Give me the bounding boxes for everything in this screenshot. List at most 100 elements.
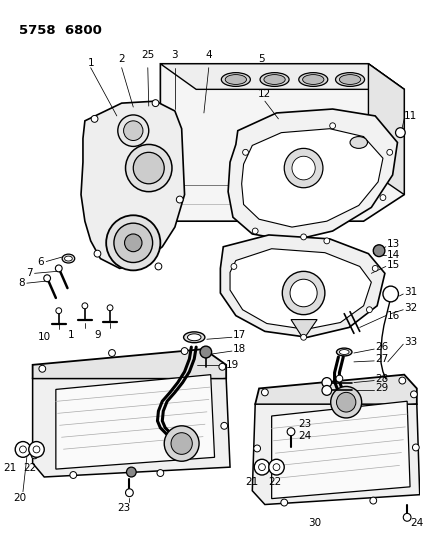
Text: 23: 23 — [117, 503, 130, 513]
Circle shape — [56, 308, 62, 313]
Text: 33: 33 — [404, 337, 417, 347]
Ellipse shape — [264, 75, 285, 84]
Polygon shape — [56, 375, 214, 469]
Ellipse shape — [260, 72, 289, 86]
Text: 6: 6 — [38, 256, 44, 266]
Circle shape — [330, 123, 336, 128]
Text: 24: 24 — [298, 431, 311, 441]
Circle shape — [336, 392, 356, 412]
Circle shape — [282, 271, 325, 314]
Circle shape — [164, 426, 199, 461]
Circle shape — [336, 375, 343, 382]
Circle shape — [324, 238, 330, 244]
Text: 10: 10 — [38, 333, 51, 342]
Circle shape — [133, 152, 164, 184]
Ellipse shape — [350, 136, 368, 148]
Text: 27: 27 — [375, 354, 389, 364]
Text: 5758  6800: 5758 6800 — [19, 25, 102, 37]
Polygon shape — [255, 375, 417, 420]
Circle shape — [403, 513, 411, 521]
Circle shape — [331, 386, 362, 418]
Polygon shape — [369, 64, 404, 195]
Polygon shape — [228, 109, 398, 241]
Ellipse shape — [339, 75, 361, 84]
Text: 7: 7 — [26, 268, 33, 278]
Text: 15: 15 — [387, 261, 400, 270]
Circle shape — [413, 444, 419, 451]
Circle shape — [125, 489, 133, 497]
Circle shape — [107, 305, 113, 311]
Circle shape — [94, 250, 101, 257]
Circle shape — [31, 452, 38, 459]
Text: 24: 24 — [410, 518, 423, 528]
Circle shape — [155, 263, 162, 270]
Circle shape — [243, 149, 248, 155]
Text: 22: 22 — [268, 477, 281, 487]
Text: 17: 17 — [233, 330, 246, 340]
Circle shape — [269, 459, 284, 475]
Text: 9: 9 — [94, 330, 101, 341]
Polygon shape — [160, 64, 404, 221]
Circle shape — [273, 464, 280, 471]
Circle shape — [290, 279, 317, 307]
Polygon shape — [33, 349, 226, 394]
Text: 14: 14 — [387, 249, 400, 260]
Circle shape — [125, 234, 142, 252]
Circle shape — [395, 128, 405, 138]
Polygon shape — [33, 378, 230, 477]
Text: 25: 25 — [141, 50, 155, 60]
Circle shape — [387, 149, 392, 155]
Circle shape — [171, 433, 192, 454]
Text: 11: 11 — [404, 111, 417, 121]
Text: 29: 29 — [375, 383, 389, 393]
Circle shape — [372, 265, 378, 271]
Circle shape — [157, 470, 164, 477]
Circle shape — [125, 144, 172, 192]
Circle shape — [176, 196, 183, 203]
Text: 23: 23 — [298, 419, 311, 429]
Circle shape — [254, 445, 261, 452]
Text: 4: 4 — [205, 50, 212, 60]
Circle shape — [70, 472, 77, 479]
Circle shape — [322, 385, 332, 395]
Text: 28: 28 — [375, 374, 389, 384]
Circle shape — [152, 100, 159, 107]
Circle shape — [29, 441, 44, 457]
Circle shape — [39, 365, 46, 372]
Circle shape — [124, 121, 143, 141]
Circle shape — [301, 234, 306, 240]
Circle shape — [399, 377, 406, 384]
Circle shape — [287, 428, 295, 435]
Circle shape — [292, 156, 315, 180]
Ellipse shape — [62, 254, 75, 263]
Ellipse shape — [225, 75, 247, 84]
Text: 26: 26 — [375, 342, 389, 352]
Text: 12: 12 — [258, 89, 271, 99]
Polygon shape — [242, 128, 383, 227]
Circle shape — [219, 364, 226, 370]
Ellipse shape — [303, 75, 324, 84]
Circle shape — [252, 228, 258, 234]
Circle shape — [380, 195, 386, 200]
Ellipse shape — [299, 72, 328, 86]
Circle shape — [231, 263, 237, 269]
Circle shape — [373, 245, 385, 256]
Ellipse shape — [336, 72, 365, 86]
Polygon shape — [160, 64, 404, 90]
Text: 22: 22 — [23, 463, 36, 473]
Circle shape — [322, 377, 332, 387]
Circle shape — [221, 422, 228, 429]
Circle shape — [55, 265, 62, 272]
Circle shape — [366, 307, 372, 313]
Ellipse shape — [65, 256, 72, 261]
Circle shape — [91, 116, 98, 122]
Circle shape — [114, 223, 153, 263]
Text: 19: 19 — [226, 360, 239, 370]
Text: 21: 21 — [246, 477, 259, 487]
Circle shape — [410, 391, 417, 398]
Text: 21: 21 — [4, 463, 17, 473]
Text: 8: 8 — [18, 278, 25, 288]
Text: 16: 16 — [387, 311, 400, 321]
Text: 30: 30 — [309, 518, 322, 528]
Polygon shape — [252, 404, 420, 505]
